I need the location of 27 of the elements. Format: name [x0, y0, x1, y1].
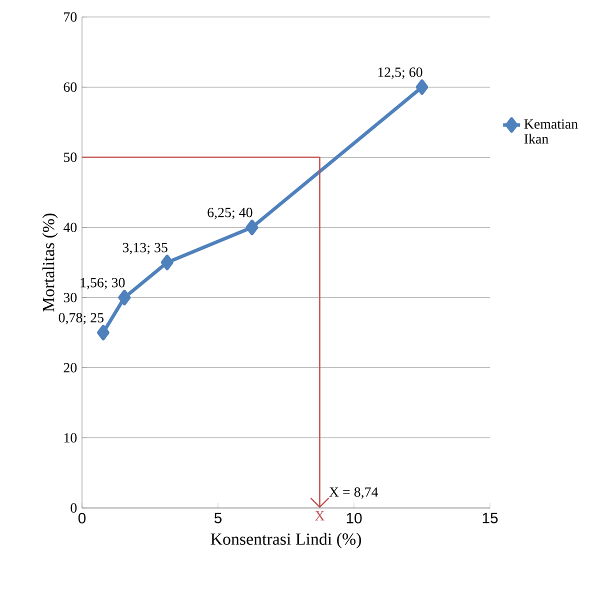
- data-label: 1,56; 30: [80, 278, 125, 290]
- x-tick-label: 10: [346, 512, 362, 524]
- y-tick-label: 50: [64, 152, 77, 162]
- data-label: 6,25; 40: [208, 208, 252, 220]
- y-tick-label: 10: [64, 433, 77, 443]
- point: [118, 290, 131, 306]
- x-tick-label: 15: [482, 512, 498, 524]
- y-tick-label: 40: [63, 222, 77, 232]
- y-tick-label: 60: [64, 82, 77, 92]
- y-tick-label: 0: [70, 503, 77, 513]
- data-label: 12,5; 60: [378, 68, 422, 79]
- x-tick-label: 5: [214, 512, 222, 524]
- ref-line-label: X: [315, 511, 325, 520]
- annotation: X = 8,74: [329, 487, 378, 499]
- data-label: 3,13; 35: [122, 242, 168, 254]
- legend-label: Kematian Ikan: [524, 119, 578, 144]
- point: [416, 79, 428, 95]
- x-tick-label: 0: [78, 512, 86, 524]
- y-tick-label: 30: [64, 292, 77, 302]
- point: [160, 254, 174, 270]
- point: [96, 324, 110, 340]
- x-axis-title: Konsentrasi Lindi (%): [210, 532, 361, 548]
- data-label: 0,78; 25: [58, 313, 104, 324]
- y-tick-label: 20: [64, 362, 77, 372]
- point: [246, 220, 258, 236]
- y-tick-label: 70: [64, 12, 77, 22]
- y-axis-title: Mortalitas (%): [42, 214, 58, 312]
